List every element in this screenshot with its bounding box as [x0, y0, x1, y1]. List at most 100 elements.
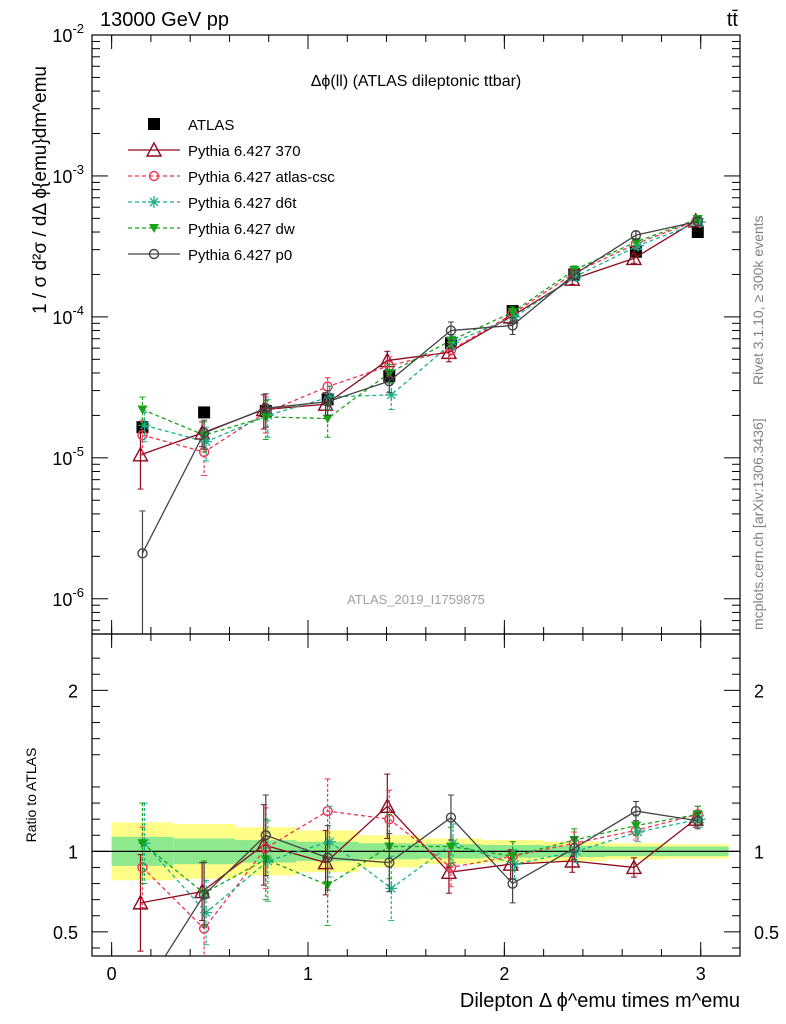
legend-marker-pythia-6-427-dw: [149, 224, 159, 233]
main-plot-series: [132, 212, 706, 634]
legend: ATLAS Pythia 6.427 370 Pythia 6.427 atlas-…: [128, 117, 335, 264]
pythia-6-427-370-point: [625, 249, 643, 266]
pythia-6-427-d6t-ratio-point: [261, 855, 274, 868]
pythia-6-427-dw-ratio-point: [445, 842, 456, 852]
ratio-y-tick-label: 2: [68, 681, 78, 701]
legend-marker-pythia-6-427-p0: [148, 248, 160, 260]
pythia-6-427-dw-line: [142, 218, 699, 436]
pythia-6-427-p0-ratio-point: [384, 857, 395, 868]
pythia-6-427-370-ratio-line: [140, 805, 697, 904]
tick-marks: 0 1 2 3 10-6 10-5 10-4 10-3 10-2 0.5 0.5 1 1 2 2: [52, 21, 779, 984]
legend-marker-atlas: [148, 118, 160, 130]
x-tick-label: 0: [107, 964, 117, 984]
pythia-6-427-p0-point: [445, 325, 457, 336]
pythia-6-427-370-ratio-point: [625, 858, 643, 875]
pythia-6-427-p0-point: [630, 229, 642, 241]
pythia-6-427-atlas-csc-line: [142, 219, 699, 453]
ratio-y-tick-label-right: 2: [754, 681, 764, 701]
pythia-6-427-d6t-ratio-point: [385, 882, 398, 895]
pythia-6-427-p0-point: [569, 269, 580, 280]
pythia-6-427-d6t-point: [385, 388, 398, 401]
x-tick-label: 2: [499, 964, 509, 984]
legend-marker-pythia-6-427-370: [145, 141, 163, 157]
pythia-6-427-atlas-csc-point: [137, 429, 148, 441]
pythia-6-427-d6t-ratio-line: [143, 818, 700, 914]
plot-frames: [91, 34, 741, 957]
pythia-6-427-p0-ratio-point: [692, 815, 703, 826]
pythia-6-427-p0-point: [198, 427, 210, 439]
pythia-6-427-p0-ratio-line: [164, 810, 698, 956]
pythia-6-427-dw-point: [507, 308, 518, 318]
pythia-6-427-p0-point: [260, 402, 271, 414]
main-y-axis-label: 1 / σ d²σ / dΔ ϕ{emu}dm^emu: [30, 66, 51, 314]
atlas-point: [198, 406, 211, 419]
pythia-6-427-d6t-point: [508, 310, 521, 323]
mcplots-source-label: mcplots.cern.ch [arXiv:1306.3436]: [750, 418, 766, 630]
legend-marker-pythia-6-427-atlas-csc: [148, 170, 160, 182]
pythia-6-427-p0-ratio-point: [507, 878, 518, 889]
chart-title: Δϕ(ll) (ATLAS dileptonic ttbar): [311, 73, 522, 90]
pythia-6-427-p0-point: [322, 396, 333, 407]
ratio-plot-frame: [91, 633, 741, 957]
x-tick-label: 3: [696, 964, 706, 984]
pythia-6-427-p0-point: [384, 375, 395, 387]
pythia-6-427-370-ratio-point: [132, 894, 149, 910]
x-axis-label: Dilepton Δ ϕ^emu times m^emu: [460, 990, 740, 1012]
pythia-6-427-dw-point: [322, 414, 333, 424]
pythia-6-427-atlas-csc-ratio-point: [137, 862, 148, 873]
analysis-watermark: ATLAS_2019_I1759875: [347, 592, 485, 607]
legend-label-atlas: ATLAS: [188, 117, 234, 134]
pythia-6-427-p0-ratio-point: [569, 842, 580, 854]
atlas-point: [629, 245, 642, 258]
y-tick-label: 10-5: [52, 444, 84, 469]
pythia-6-427-p0-point: [692, 216, 703, 227]
pythia-6-427-p0-point: [507, 320, 518, 331]
legend-label-pythia-6-427-p0: Pythia 6.427 p0: [188, 247, 292, 264]
pythia-6-427-d6t-ratio-point: [200, 906, 213, 919]
rivet-version-label: Rivet 3.1.10, ≥ 300k events: [750, 215, 766, 385]
pythia-6-427-p0-ratio-point: [630, 805, 642, 817]
ratio-y-tick-label: 1: [68, 842, 78, 862]
y-tick-label: 10-4: [52, 303, 84, 328]
y-tick-label: 10-2: [52, 21, 84, 46]
legend-label-pythia-6-427-atlas-csc: Pythia 6.427 atlas-csc: [188, 169, 335, 186]
pythia-6-427-p0-point: [137, 548, 148, 559]
legend-label-pythia-6-427-d6t: Pythia 6.427 d6t: [188, 195, 297, 212]
pythia-6-427-370-ratio-point: [379, 797, 396, 813]
ratio-y-tick-label-right: 1: [754, 842, 764, 862]
pythia-6-427-d6t-point: [570, 270, 583, 283]
y-tick-label: 10-6: [52, 585, 84, 610]
pythia-6-427-d6t-point: [446, 336, 459, 349]
pythia-6-427-dw-ratio-point: [137, 839, 148, 849]
pythia-6-427-d6t-line: [144, 221, 701, 443]
header-energy-label: 13000 GeV pp: [100, 9, 229, 31]
pythia-6-427-p0-ratio-point: [260, 830, 271, 841]
legend-marker-pythia-6-427-d6t: [148, 196, 160, 208]
pythia-6-427-d6t-point: [200, 435, 213, 448]
pythia-6-427-p0-ratio-point: [198, 889, 210, 901]
ratio-y-axis-label: Ratio to ATLAS: [23, 748, 39, 843]
legend-label-pythia-6-427-dw: Pythia 6.427 dw: [188, 221, 295, 238]
pythia-6-427-p0-line: [141, 220, 698, 554]
ratio-y-tick-label: 0.5: [53, 923, 78, 943]
pythia-6-427-dw-ratio-point: [630, 821, 641, 831]
pythia-6-427-p0-ratio-point: [322, 852, 333, 863]
header-process-label: tt̄: [727, 9, 739, 31]
pythia-6-427-d6t-ratio-point: [323, 835, 336, 848]
pythia-6-427-dw-point: [630, 237, 641, 247]
pythia-6-427-dw-point: [137, 405, 148, 415]
pythia-6-427-d6t-ratio-point: [693, 813, 706, 826]
y-tick-label: 10-3: [52, 162, 84, 187]
atlas-point: [691, 226, 704, 239]
legend-label-pythia-6-427-370: Pythia 6.427 370: [188, 143, 301, 160]
pythia-6-427-d6t-point: [693, 216, 706, 229]
pythia-6-427-dw-ratio-point: [507, 852, 518, 862]
pythia-6-427-p0-ratio-point: [138, 987, 147, 996]
ratio-plot-series: [132, 773, 706, 996]
pythia-6-427-p0-ratio-point: [445, 812, 457, 823]
pythia-6-427-dw-ratio-line: [142, 813, 698, 894]
x-tick-label: 1: [303, 964, 313, 984]
ratio-y-tick-label-right: 0.5: [754, 923, 779, 943]
pythia-6-427-d6t-ratio-point: [631, 826, 644, 839]
